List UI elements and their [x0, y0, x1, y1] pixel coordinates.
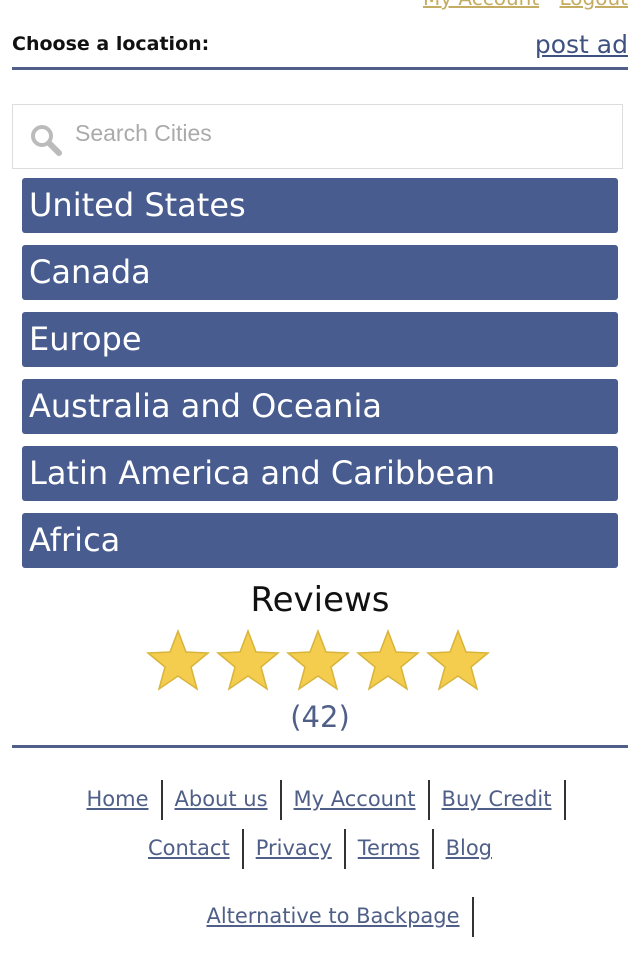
separator	[279, 780, 282, 820]
footer-about[interactable]: About us	[174, 787, 268, 811]
star-icon	[146, 628, 210, 691]
footer-buy-credit[interactable]: Buy Credit	[441, 787, 552, 811]
footer-privacy[interactable]: Privacy	[255, 836, 332, 860]
search-input[interactable]	[73, 119, 577, 148]
region-canada[interactable]: Canada	[22, 245, 618, 300]
review-count[interactable]: (42)	[290, 700, 350, 734]
region-latin-america[interactable]: Latin America and Caribbean	[22, 446, 618, 501]
star-icon	[426, 628, 490, 691]
separator	[160, 780, 163, 820]
star-icon	[286, 628, 350, 691]
page-title: Choose a location:	[12, 33, 210, 55]
footer-contact[interactable]: Contact	[147, 836, 230, 860]
footer-my-account[interactable]: My Account	[293, 787, 416, 811]
search-icon	[31, 125, 62, 156]
separator	[427, 780, 430, 820]
footer-blog[interactable]: Blog	[445, 836, 492, 860]
footer-terms[interactable]: Terms	[357, 836, 420, 860]
star-icon	[356, 628, 420, 691]
region-europe[interactable]: Europe	[22, 312, 618, 367]
divider	[12, 67, 628, 70]
star-icon	[216, 628, 280, 691]
region-africa[interactable]: Africa	[22, 513, 618, 568]
separator	[563, 780, 566, 820]
footer-row-1: Home About us My Account Buy Credit	[0, 780, 640, 820]
footer-alternative-backpage[interactable]: Alternative to Backpage	[206, 904, 460, 928]
region-australia-oceania[interactable]: Australia and Oceania	[22, 379, 618, 434]
separator	[471, 897, 474, 937]
footer-home[interactable]: Home	[86, 787, 149, 811]
top-links: My Account Logout	[409, 0, 628, 10]
reviews-title: Reviews	[250, 580, 390, 620]
separator	[343, 829, 346, 869]
separator	[241, 829, 244, 869]
star-rating	[146, 628, 490, 692]
post-ad-link[interactable]: post ad	[534, 30, 628, 59]
my-account-link[interactable]: My Account	[423, 0, 539, 10]
footer-row-3: Alternative to Backpage	[0, 897, 640, 937]
footer-row-2: Contact Privacy Terms Blog	[0, 829, 640, 869]
divider	[12, 745, 628, 748]
region-united-states[interactable]: United States	[22, 178, 618, 233]
separator	[431, 829, 434, 869]
logout-link[interactable]: Logout	[560, 0, 628, 10]
search-box[interactable]	[12, 104, 623, 169]
